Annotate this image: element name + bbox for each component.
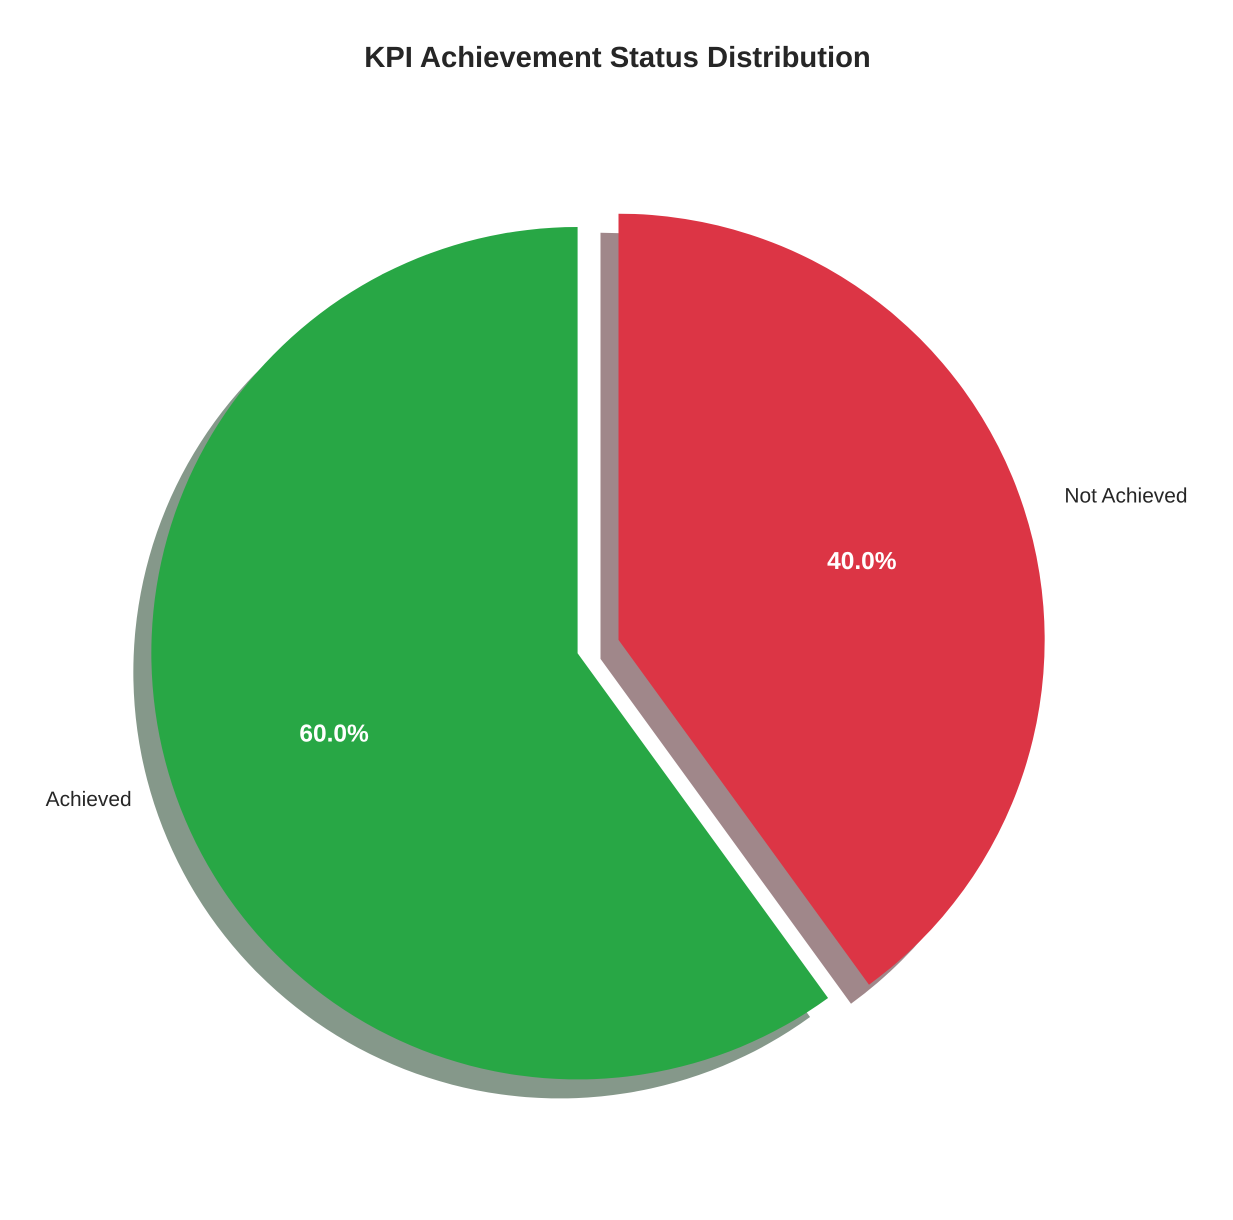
- svg-text:Not Achieved: Not Achieved: [1064, 484, 1187, 507]
- svg-text:60.0%: 60.0%: [299, 720, 369, 747]
- svg-text:40.0%: 40.0%: [827, 548, 897, 575]
- svg-text:KPI Achievement Status Distrib: KPI Achievement Status Distribution: [364, 42, 871, 74]
- svg-text:Achieved: Achieved: [46, 788, 132, 811]
